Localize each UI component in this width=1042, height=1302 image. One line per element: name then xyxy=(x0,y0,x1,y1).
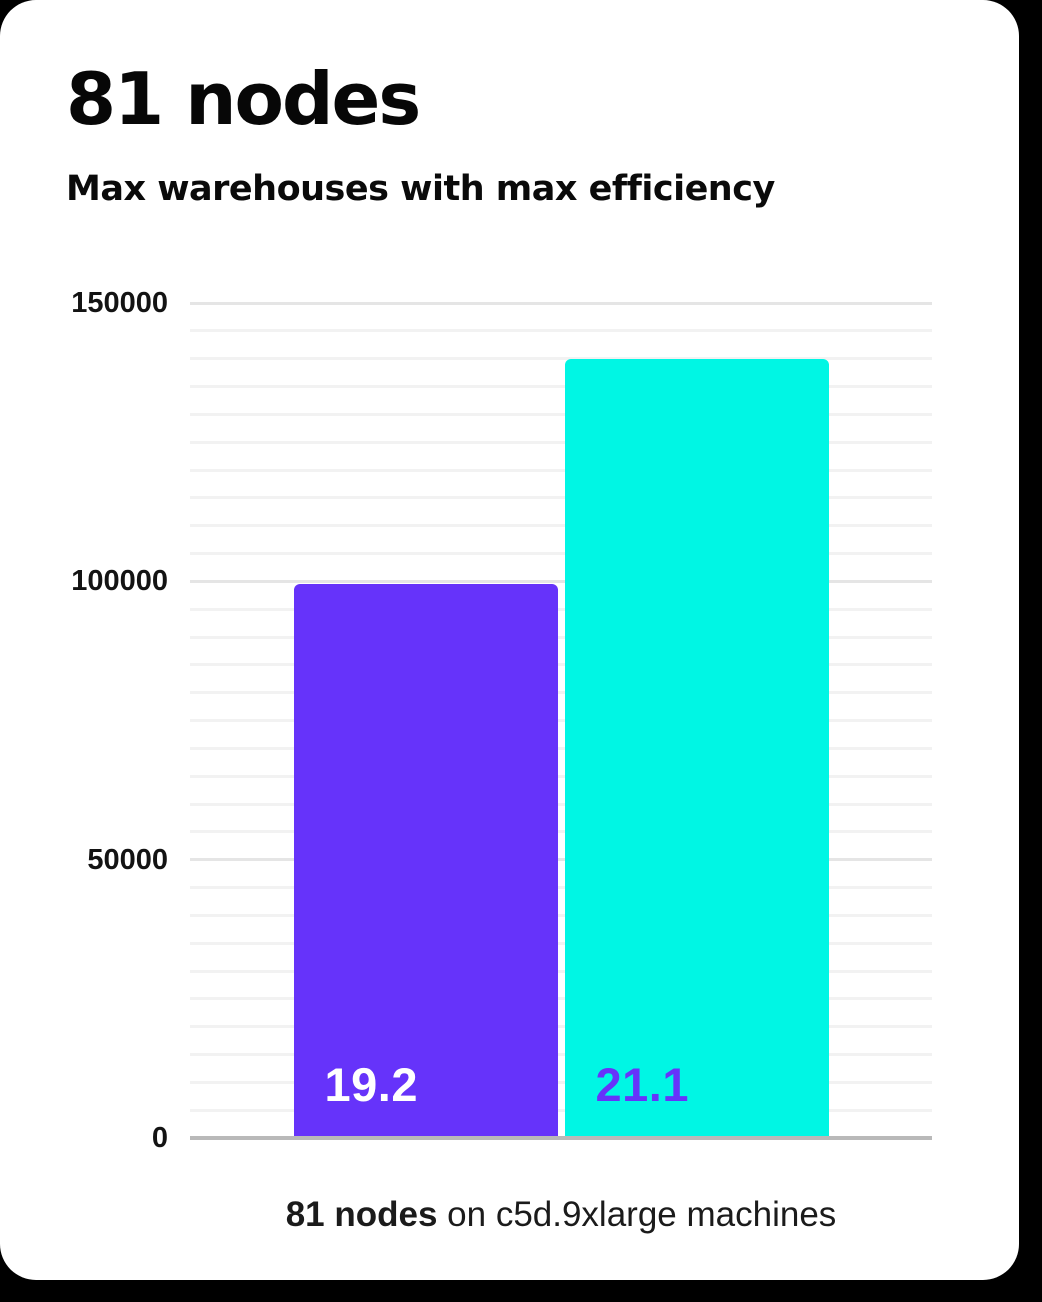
minor-gridline xyxy=(190,913,932,917)
chart-card: 81 nodes Max warehouses with max efficie… xyxy=(0,0,1019,1280)
minor-gridline xyxy=(190,552,932,555)
bar-value-label: 21.1 xyxy=(595,1058,689,1111)
chart-subtitle: Max warehouses with max efficiency xyxy=(66,169,775,209)
minor-gridline xyxy=(190,663,932,667)
bar-cyan: 21.1 xyxy=(564,358,829,1138)
minor-gridline xyxy=(190,1053,932,1056)
minor-gridline xyxy=(190,385,932,388)
minor-gridline xyxy=(190,1025,932,1029)
minor-gridline xyxy=(190,969,932,973)
minor-gridline xyxy=(190,1108,932,1112)
minor-gridline xyxy=(190,941,932,945)
bar-chart-plot-area: 0 50000 100000 150000 19.2 21.1 xyxy=(71,288,932,1153)
major-gridline xyxy=(190,301,932,305)
x-axis-line xyxy=(190,1136,932,1140)
minor-gridline xyxy=(190,774,932,778)
caption-highlight: 81 nodes xyxy=(285,1195,438,1234)
y-axis-tick-label: 150000 xyxy=(71,287,168,319)
bar-purple: 19.2 xyxy=(293,584,558,1138)
major-gridline xyxy=(190,579,932,583)
minor-gridline xyxy=(190,1080,932,1084)
minor-gridline xyxy=(190,329,932,333)
y-axis-tick-label: 0 xyxy=(151,1122,168,1154)
minor-gridline xyxy=(190,802,932,806)
caption-text: on c5d.9xlarge machines xyxy=(437,1195,837,1234)
chart-caption: 81 nodes on c5d.9xlarge machines xyxy=(190,1193,932,1237)
minor-gridline xyxy=(190,524,932,528)
minor-gridline xyxy=(190,997,932,1001)
minor-gridline xyxy=(190,635,932,639)
minor-gridline xyxy=(190,719,932,722)
minor-gridline xyxy=(190,412,932,416)
bar-value-label: 19.2 xyxy=(324,1058,418,1111)
minor-gridline xyxy=(190,746,932,750)
y-axis-tick-label: 50000 xyxy=(87,843,168,876)
minor-gridline xyxy=(190,830,932,834)
minor-gridline xyxy=(190,440,932,444)
y-axis-tick-label: 100000 xyxy=(71,565,168,598)
chart-title: 81 nodes xyxy=(66,57,421,141)
minor-gridline xyxy=(190,357,932,361)
minor-gridline xyxy=(190,496,932,500)
minor-gridline xyxy=(190,607,932,611)
major-gridline xyxy=(190,858,932,862)
minor-gridline xyxy=(190,691,932,695)
minor-gridline xyxy=(190,886,932,889)
minor-gridline xyxy=(190,468,932,472)
